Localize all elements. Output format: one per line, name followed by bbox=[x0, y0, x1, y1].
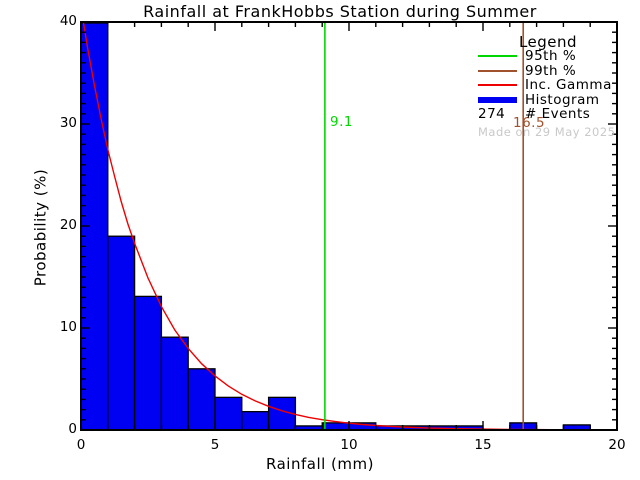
y-axis-title: Probability (%) bbox=[31, 168, 50, 287]
x-axis-title: Rainfall (mm) bbox=[266, 455, 374, 473]
legend-row-gamma: Inc. Gamma bbox=[478, 77, 623, 94]
legend-label-events: # Events bbox=[525, 106, 591, 123]
legend-row-events: 274 # Events bbox=[478, 106, 623, 123]
p95-threshold-label: 9.1 bbox=[330, 114, 353, 130]
legend: Legend 95th % 99th % Inc. Gamma Histogra… bbox=[478, 33, 623, 139]
gamma-line-swatch bbox=[478, 84, 517, 87]
p99-line-swatch bbox=[478, 69, 517, 72]
legend-row-95th: 95th % bbox=[478, 48, 623, 65]
legend-title: Legend bbox=[518, 33, 578, 51]
chart-title: Rainfall at FrankHobbs Station during Su… bbox=[143, 2, 537, 21]
event-count: 274 bbox=[478, 106, 506, 123]
legend-label-99th: 99th % bbox=[525, 62, 577, 79]
histogram-swatch bbox=[478, 96, 517, 103]
p95-line-swatch bbox=[478, 55, 517, 58]
legend-label-95th: 95th % bbox=[525, 48, 577, 65]
watermark-date: Made on 29 May 2025 bbox=[478, 124, 616, 139]
legend-row-histogram: Histogram bbox=[478, 91, 623, 108]
legend-label-histogram: Histogram bbox=[525, 91, 600, 108]
p99-threshold-label: 16.5 bbox=[513, 115, 546, 131]
legend-label-gamma: Inc. Gamma bbox=[525, 77, 612, 94]
legend-row-99th: 99th % bbox=[478, 62, 623, 79]
